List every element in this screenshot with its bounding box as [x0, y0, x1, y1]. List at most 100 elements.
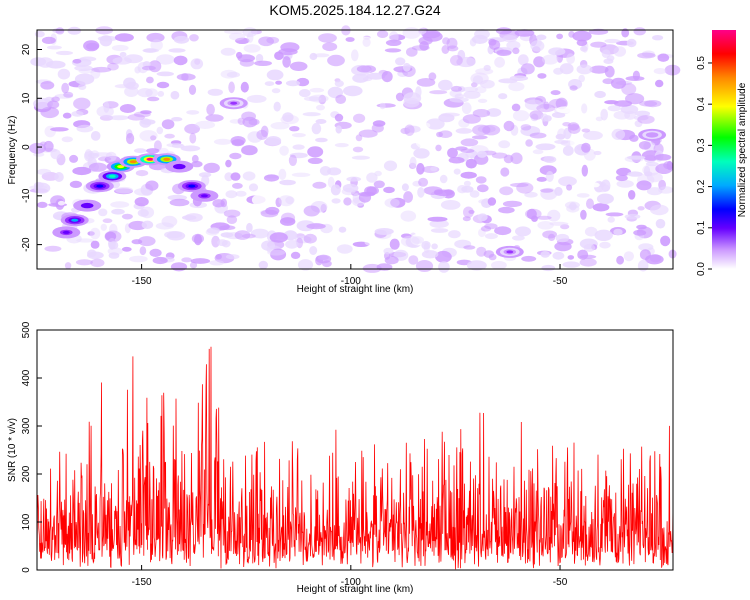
heatmap-noise-cell: [282, 56, 291, 68]
heatmap-noise-cell: [486, 108, 502, 117]
heatmap-noise-cell: [366, 172, 378, 183]
heatmap-noise-cell: [429, 219, 449, 228]
heatmap-feature-cell: [146, 157, 154, 161]
heatmap-noise-cell: [510, 182, 529, 188]
heatmap-noise-cell: [653, 68, 667, 75]
snr-x-axis-label: Height of straight line (km): [297, 584, 414, 595]
heatmap-noise-cell: [345, 37, 355, 42]
heatmap-noise-cell: [285, 80, 301, 87]
snr-frame: [36, 329, 674, 571]
heatmap-noise-cell: [156, 126, 164, 135]
heatmap-noise-cell: [225, 159, 232, 168]
heatmap-noise-cell: [376, 103, 396, 108]
heatmap-noise-cell: [577, 249, 589, 260]
heatmap-noise-cell: [334, 113, 344, 122]
heatmap-noise-cell: [278, 168, 287, 180]
heatmap-noise-cell: [582, 130, 603, 140]
snr-x-tick-label: -50: [553, 577, 568, 588]
heatmap-noise-cell: [521, 255, 537, 262]
heatmap-noise-cell: [264, 81, 275, 86]
heatmap-noise-cell: [610, 77, 627, 89]
heatmap-noise-cell: [502, 200, 523, 208]
heatmap-noise-cell: [157, 90, 165, 97]
heatmap-noise-cell: [621, 83, 637, 96]
heatmap-noise-cell: [402, 27, 421, 39]
heatmap-noise-cell: [334, 143, 349, 148]
heatmap-noise-cell: [72, 166, 92, 176]
heatmap-noise-cell: [291, 172, 311, 177]
heatmap-noise-cell: [265, 136, 282, 146]
heatmap-noise-cell: [421, 250, 439, 259]
heatmap-feature-cell: [163, 157, 171, 161]
heatmap-noise-cell: [289, 61, 308, 71]
heatmap-noise-cell: [343, 85, 363, 97]
heatmap-noise-cell: [170, 90, 180, 100]
heatmap-noise-cell: [426, 118, 445, 130]
heatmap-noise-cell: [541, 264, 556, 272]
heatmap-noise-cell: [576, 39, 588, 46]
heatmap-noise-cell: [460, 171, 477, 179]
heatmap-feature-cell: [188, 184, 196, 188]
heatmap-noise-cell: [634, 120, 643, 128]
heatmap-noise-cell: [625, 76, 645, 81]
heatmap-noise-cell: [234, 230, 251, 240]
heatmap-noise-cell: [309, 94, 329, 103]
heatmap-noise-cell: [134, 188, 152, 196]
heatmap-cells: [29, 25, 681, 273]
heatmap-noise-cell: [569, 85, 578, 91]
heatmap-noise-cell: [542, 54, 559, 65]
heatmap-noise-cell: [411, 45, 430, 51]
heatmap-noise-cell: [358, 129, 378, 138]
heatmap-noise-cell: [73, 97, 91, 110]
heatmap-noise-cell: [256, 129, 268, 140]
heatmap-noise-cell: [536, 176, 547, 182]
heatmap-noise-cell: [442, 37, 450, 45]
heatmap-noise-cell: [549, 221, 569, 226]
heatmap-noise-cell: [119, 104, 136, 113]
heatmap-noise-cell: [463, 206, 474, 218]
heatmap-noise-cell: [637, 115, 655, 124]
heatmap-y-tick-label: 20: [21, 44, 32, 56]
heatmap-noise-cell: [559, 63, 574, 75]
heatmap-noise-cell: [61, 82, 70, 94]
heatmap-noise-cell: [235, 190, 247, 197]
heatmap-noise-cell: [400, 210, 417, 222]
heatmap-noise-cell: [220, 47, 236, 56]
heatmap-noise-cell: [225, 254, 240, 260]
heatmap-noise-cell: [195, 120, 216, 129]
heatmap-noise-cell: [355, 36, 374, 44]
heatmap-feature-cell: [108, 174, 116, 178]
heatmap-noise-cell: [374, 228, 394, 235]
heatmap-x-axis-label: Height of straight line (km): [297, 284, 414, 295]
heatmap-noise-cell: [104, 230, 122, 243]
heatmap-noise-cell: [421, 240, 431, 250]
heatmap-noise-cell: [198, 172, 212, 178]
heatmap-noise-cell: [438, 79, 453, 91]
heatmap-noise-cell: [379, 102, 386, 110]
heatmap-noise-cell: [611, 128, 626, 140]
heatmap-x-tick-label: -100: [341, 276, 361, 287]
heatmap-noise-cell: [36, 168, 52, 175]
heatmap-noise-cell: [627, 171, 643, 177]
heatmap-noise-cell: [499, 186, 514, 196]
heatmap-noise-cell: [189, 261, 198, 269]
heatmap-noise-cell: [498, 140, 511, 149]
heatmap-noise-cell: [111, 208, 125, 215]
heatmap-noise-cell: [115, 186, 134, 194]
heatmap-noise-cell: [416, 78, 436, 87]
heatmap-noise-cell: [596, 193, 614, 205]
heatmap-noise-cell: [556, 33, 563, 40]
heatmap-noise-cell: [290, 251, 301, 259]
heatmap-noise-cell: [590, 182, 600, 188]
heatmap-noise-cell: [512, 235, 525, 241]
heatmap-noise-cell: [266, 69, 284, 81]
heatmap-noise-cell: [529, 132, 547, 139]
heatmap-noise-cell: [239, 59, 255, 67]
heatmap-noise-cell: [226, 71, 240, 78]
snr-x-tick-label: -150: [132, 577, 152, 588]
heatmap-noise-cell: [302, 112, 321, 117]
heatmap-noise-cell: [291, 133, 306, 138]
heatmap-noise-cell: [351, 49, 359, 62]
heatmap-noise-cell: [645, 161, 659, 167]
heatmap-noise-cell: [50, 127, 69, 132]
